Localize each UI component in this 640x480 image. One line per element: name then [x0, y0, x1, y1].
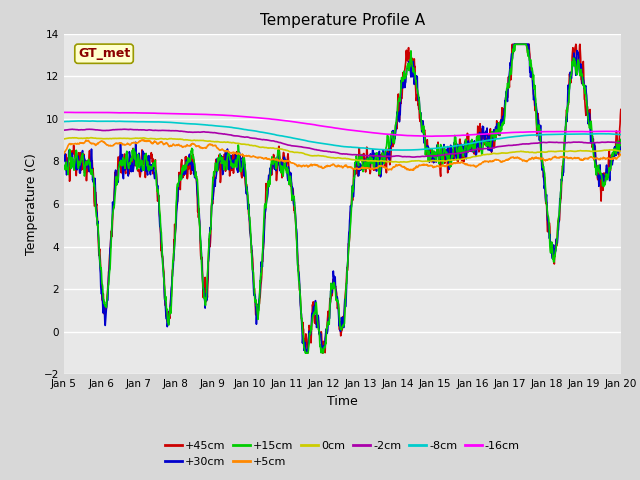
Text: GT_met: GT_met [78, 47, 130, 60]
Y-axis label: Temperature (C): Temperature (C) [25, 153, 38, 255]
Title: Temperature Profile A: Temperature Profile A [260, 13, 425, 28]
Legend: +45cm, +30cm, +15cm, +5cm, 0cm, -2cm, -8cm, -16cm: +45cm, +30cm, +15cm, +5cm, 0cm, -2cm, -8… [161, 437, 524, 471]
X-axis label: Time: Time [327, 395, 358, 408]
